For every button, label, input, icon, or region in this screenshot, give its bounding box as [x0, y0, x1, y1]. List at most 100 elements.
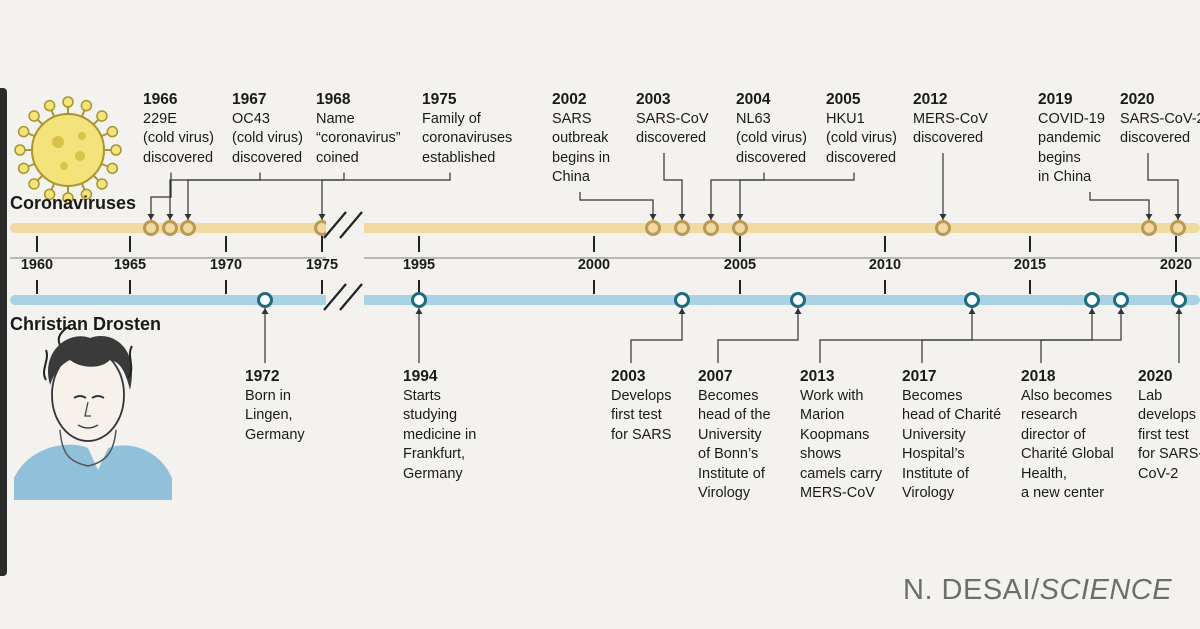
drosten-event-2007: 2007 Becomes head of the University of Bo…: [698, 367, 771, 504]
axis-tick-label: 2015: [1013, 257, 1047, 273]
virus-event-marker: [1141, 220, 1157, 236]
drosten-event-marker: [1084, 292, 1100, 308]
virus-event-1967: 1967 OC43 (cold virus) discovered: [232, 90, 303, 168]
drosten-event-arrow: [794, 308, 802, 314]
virus-event-marker: [703, 220, 719, 236]
drosten-event-1994: 1994 Starts studying medicine in Frankfur…: [403, 367, 476, 484]
event-description: SARS-CoV discovered: [636, 110, 709, 147]
drosten-event-connector: [630, 308, 683, 363]
drosten-event-connector: [717, 308, 799, 363]
drosten-event-arrow: [1175, 308, 1183, 314]
drosten-event-arrow: [261, 308, 269, 314]
axis-tick-label: 2000: [577, 257, 611, 273]
event-year: 1972: [245, 368, 280, 385]
credit-line: N. DESAI/SCIENCE: [903, 574, 1172, 607]
virus-event-1966: 1966 229E (cold virus) discovered: [143, 90, 214, 168]
virus-event-marker: [162, 220, 178, 236]
virus-event-marker: [180, 220, 196, 236]
event-description: Becomes head of the University of Bonn’s…: [698, 387, 771, 502]
virus-event-arrow: [678, 214, 686, 220]
drosten-event-marker: [411, 292, 427, 308]
axis-tick-label: 2005: [723, 257, 757, 273]
virus-illustration: [14, 96, 122, 204]
drosten-event-marker: [1113, 292, 1129, 308]
event-year: 1966: [143, 91, 178, 108]
event-year: 2004: [736, 91, 771, 108]
virus-event-connector: [321, 172, 451, 220]
virus-event-connector: [1147, 153, 1179, 220]
virus-event-arrow: [166, 214, 174, 220]
event-year: 1968: [316, 91, 351, 108]
event-year: 2003: [636, 91, 671, 108]
event-description: SARS outbreak begins in China: [552, 110, 611, 186]
event-year: 2012: [913, 91, 948, 108]
virus-event-2020: 2020 SARS-CoV-2 discovered: [1120, 90, 1200, 149]
virus-event-2003: 2003 SARS-CoV discovered: [636, 90, 709, 149]
event-year: 2002: [552, 91, 587, 108]
drosten-event-marker: [1171, 292, 1187, 308]
virus-event-connector: [710, 172, 765, 220]
drosten-event-marker: [964, 292, 980, 308]
virus-event-connector: [579, 192, 654, 220]
virus-event-arrow: [147, 214, 155, 220]
virus-event-2019: 2019 COVID-19 pandemic begins in China: [1038, 90, 1105, 188]
virus-event-arrow: [1145, 214, 1153, 220]
event-description: OC43 (cold virus) discovered: [232, 110, 303, 166]
event-year: 2018: [1021, 368, 1056, 385]
drosten-event-marker: [257, 292, 273, 308]
virus-event-arrow: [736, 214, 744, 220]
virus-event-marker: [732, 220, 748, 236]
event-year: 1994: [403, 368, 438, 385]
virus-event-marker: [645, 220, 661, 236]
credit-source: SCIENCE: [1039, 574, 1173, 606]
virus-event-connector: [739, 172, 855, 220]
event-year: 2005: [826, 91, 861, 108]
drosten-event-connector: [921, 308, 1093, 363]
virus-event-1968: 1968 Name “coronavirus” coined: [316, 90, 401, 168]
event-year: 1967: [232, 91, 267, 108]
credit-author: N. DESAI/: [903, 574, 1040, 606]
axis-tick-label: 1995: [402, 257, 436, 273]
event-description: HKU1 (cold virus) discovered: [826, 110, 897, 166]
event-description: Born in Lingen, Germany: [245, 387, 305, 443]
axis-tick-label: 2010: [868, 257, 902, 273]
drosten-event-2003: 2003 Develops first test for SARS: [611, 367, 671, 445]
axis-tick-label: 2020: [1159, 257, 1193, 273]
virus-event-2004: 2004 NL63 (cold virus) discovered: [736, 90, 807, 168]
virus-event-2002: 2002 SARS outbreak begins in China: [552, 90, 610, 188]
axis-ticks: [36, 236, 1177, 294]
event-description: Becomes head of Charité University Hospi…: [902, 387, 1002, 502]
virus-event-marker: [674, 220, 690, 236]
coronavirus-track-bar: [10, 223, 1200, 233]
coronavirus-track-label: Coronaviruses: [10, 193, 137, 213]
drosten-event-2017: 2017 Becomes head of Charité University H…: [902, 367, 1001, 504]
event-description: COVID-19 pandemic begins in China: [1038, 110, 1105, 186]
virus-event-marker: [935, 220, 951, 236]
virus-event-connector: [187, 172, 345, 220]
virus-event-marker: [143, 220, 159, 236]
drosten-event-1972: 1972 Born in Lingen, Germany: [245, 367, 305, 445]
drosten-track-bar: [10, 295, 1200, 305]
virus-event-arrow: [649, 214, 657, 220]
axis-tick-label: 1975: [305, 257, 339, 273]
event-description: Family of coronaviruses established: [422, 110, 513, 166]
virus-event-connector: [663, 153, 683, 220]
event-year: 2020: [1120, 91, 1155, 108]
event-year: 2003: [611, 368, 646, 385]
event-description: NL63 (cold virus) discovered: [736, 110, 807, 166]
drosten-event-2013: 2013 Work with Marion Koopmans shows came…: [800, 367, 882, 504]
left-edge-bar: [0, 88, 7, 576]
event-year: 2017: [902, 368, 937, 385]
virus-event-connector: [1089, 192, 1150, 220]
virus-event-1975: 1975 Family of coronaviruses established: [422, 90, 512, 168]
event-description: Lab develops first test for SARS- CoV-2: [1138, 387, 1200, 482]
event-description: MERS-CoV discovered: [913, 110, 988, 147]
drosten-event-marker: [790, 292, 806, 308]
event-description: 229E (cold virus) discovered: [143, 110, 214, 166]
portrait-illustration: [14, 326, 172, 500]
virus-event-connector: [150, 172, 172, 220]
event-year: 2013: [800, 368, 835, 385]
drosten-event-arrow: [1088, 308, 1096, 314]
drosten-event-2018: 2018 Also becomes research director of Ch…: [1021, 367, 1114, 504]
